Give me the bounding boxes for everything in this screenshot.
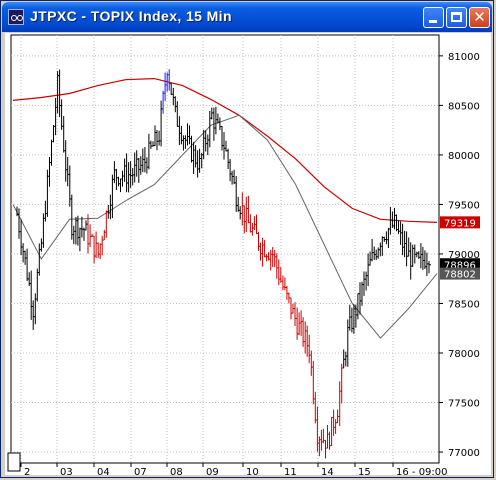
minimize-icon	[429, 20, 437, 23]
y-tick-label: 78500	[448, 299, 480, 310]
y-tick-label: 79500	[448, 200, 480, 211]
y-tick-label: 80500	[448, 101, 480, 112]
price-chart[interactable]: 77000 77500 78000 78500 79000 79500 80000 80500…	[5, 33, 491, 478]
x-tick-label: 2	[24, 467, 30, 475]
x-tick-label: 08	[170, 467, 183, 475]
close-icon: ✕	[473, 8, 486, 26]
last-price-label: 78896	[444, 260, 476, 271]
window-title: JTPXC - TOPIX Index, 15 Min	[30, 8, 232, 24]
y-tick-label: 77000	[448, 448, 480, 459]
x-tick-label: 16 - 09:00	[396, 467, 448, 475]
y-tick-label: 79000	[448, 250, 480, 261]
x-tick-label: 10	[246, 467, 259, 475]
chart-app-icon[interactable]	[8, 9, 24, 25]
ma-short-line	[12, 114, 438, 339]
ma-long-label: 79319	[444, 218, 476, 229]
close-button[interactable]: ✕	[469, 7, 490, 28]
ma-short-label: 78802	[444, 270, 476, 281]
y-tick-label: 77500	[448, 399, 480, 410]
time-scroll-handle[interactable]	[7, 452, 21, 472]
last-price-label-box	[440, 258, 480, 271]
y-tick-label: 78000	[448, 349, 480, 360]
x-tick-label: 03	[60, 467, 73, 475]
chart-area[interactable]: 77000 77500 78000 78500 79000 79500 80000 80500…	[5, 33, 491, 478]
x-tick-label: 14	[321, 467, 334, 475]
ma-long-line	[12, 77, 438, 223]
ma-long-label-box	[440, 216, 480, 229]
x-tick-label: 15	[358, 467, 371, 475]
x-tick-label: 09	[206, 467, 219, 475]
ma-short-label-box	[440, 267, 480, 280]
minimize-button[interactable]	[423, 7, 444, 28]
maximize-button[interactable]	[446, 7, 467, 28]
plot-area[interactable]	[10, 34, 440, 464]
y-tick-label: 81000	[448, 52, 480, 63]
y-tick-label: 80000	[448, 151, 480, 162]
x-tick-label: 07	[134, 467, 147, 475]
x-tick-label: 11	[284, 467, 297, 475]
title-bar[interactable]: JTPXC - TOPIX Index, 15 Min ✕	[2, 2, 492, 32]
x-tick-label: 04	[97, 467, 110, 475]
maximize-icon	[451, 12, 462, 22]
